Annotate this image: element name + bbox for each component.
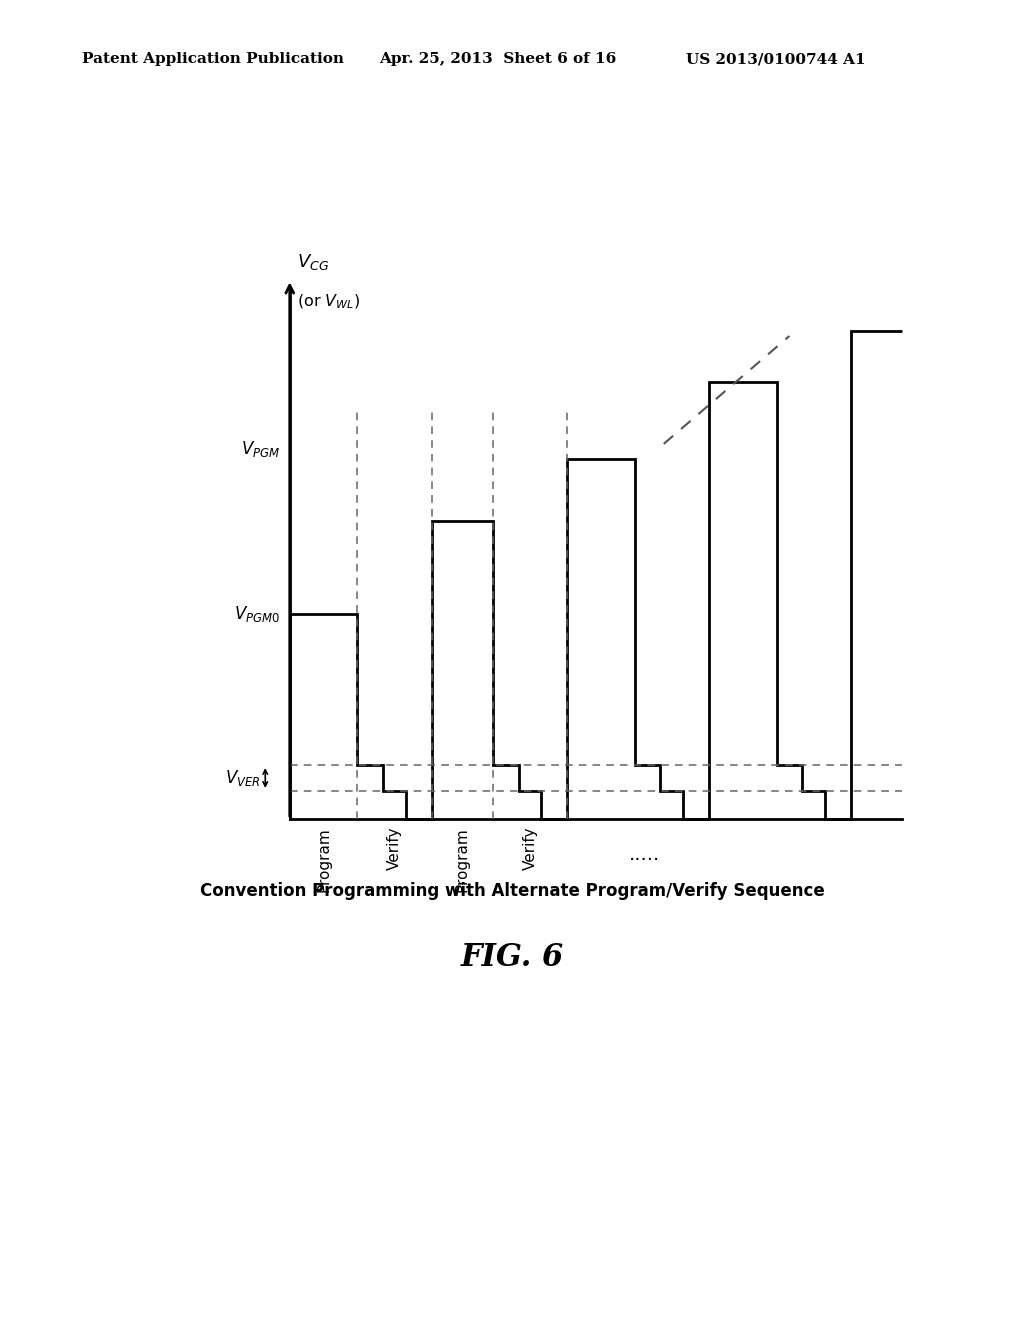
Text: $V_{CG}$: $V_{CG}$	[298, 252, 330, 272]
Text: .....: .....	[629, 845, 660, 863]
Text: US 2013/0100744 A1: US 2013/0100744 A1	[686, 53, 865, 66]
Text: (or $V_{WL}$): (or $V_{WL}$)	[298, 292, 360, 310]
Text: Verify: Verify	[387, 826, 402, 870]
Text: Apr. 25, 2013  Sheet 6 of 16: Apr. 25, 2013 Sheet 6 of 16	[379, 53, 616, 66]
Text: FIG. 6: FIG. 6	[461, 941, 563, 973]
Text: $V_{VER}$: $V_{VER}$	[225, 768, 261, 788]
Text: Patent Application Publication: Patent Application Publication	[82, 53, 344, 66]
Text: $V_{PGM}$: $V_{PGM}$	[241, 440, 281, 459]
Text: Program: Program	[316, 826, 331, 891]
Text: Program: Program	[455, 826, 470, 891]
Text: $V_{PGM0}$: $V_{PGM0}$	[234, 603, 281, 623]
Text: Convention Programming with Alternate Program/Verify Sequence: Convention Programming with Alternate Pr…	[200, 882, 824, 900]
Text: Verify: Verify	[522, 826, 538, 870]
